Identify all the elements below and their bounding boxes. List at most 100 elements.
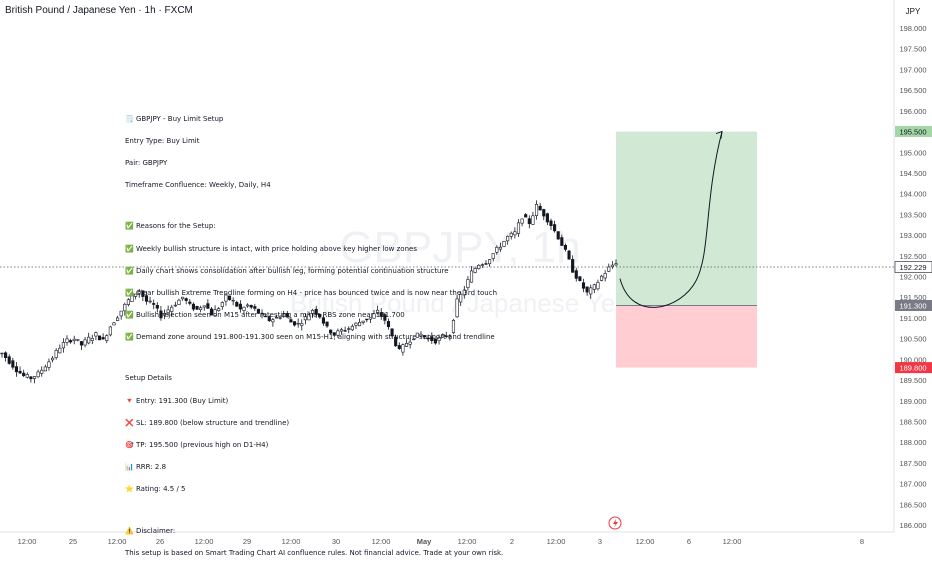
candle — [379, 308, 383, 320]
candle-body — [361, 320, 365, 323]
candle-body — [404, 342, 409, 347]
candle — [542, 208, 546, 221]
candle-body — [563, 245, 567, 250]
y-tick-label: 193.000 — [899, 231, 926, 240]
candle-body — [589, 287, 593, 295]
sl-price-tag-bg — [895, 362, 932, 374]
candle-body — [134, 293, 138, 297]
candle-body — [459, 293, 463, 303]
candle — [462, 285, 466, 299]
candle — [441, 333, 445, 338]
candle — [206, 299, 210, 309]
candle — [614, 259, 618, 267]
y-tick-label: 188.500 — [899, 417, 926, 426]
candle — [437, 334, 441, 345]
tp-price-tag: 195.500 — [895, 126, 932, 138]
candle — [488, 259, 492, 267]
y-tick-label: 188.000 — [899, 438, 926, 447]
candle-body — [444, 335, 448, 337]
candle — [202, 305, 206, 311]
candle — [603, 270, 607, 282]
candle-body — [524, 214, 528, 218]
candle — [137, 288, 141, 298]
candle-body — [144, 295, 149, 302]
candle-body — [390, 328, 394, 337]
y-tick-label: 196.500 — [899, 86, 926, 95]
candle — [448, 334, 452, 341]
candle-body — [488, 259, 492, 265]
candle — [433, 338, 437, 345]
candle — [227, 295, 232, 301]
candle-body — [599, 275, 604, 281]
candle-body — [437, 337, 441, 341]
candle — [292, 321, 297, 327]
price-chart[interactable]: GBPJPY, 1h British Pound / Japanese Yen 18… — [0, 0, 932, 550]
x-tick-label: 3 — [598, 537, 602, 546]
candle — [386, 318, 391, 330]
current-price-tag-bg — [894, 261, 932, 273]
candle-body — [419, 333, 423, 337]
candle — [516, 219, 521, 237]
candle-body — [365, 318, 369, 321]
x-tick-label: 12:00 — [372, 537, 391, 546]
y-tick-label: 191.000 — [899, 314, 926, 323]
candle-body — [246, 304, 250, 307]
candle-body — [76, 339, 80, 341]
candle-body — [141, 290, 145, 297]
entry-price-tag: 191.300 — [895, 299, 932, 311]
candle — [368, 317, 372, 324]
candle-body — [97, 335, 102, 341]
candle-body — [7, 356, 11, 364]
setup-note: 🗒️ GBPJPY - Buy Limit Setup Entry Type: … — [125, 101, 503, 565]
candle — [14, 361, 19, 377]
note-setup-line: 📊 RRR: 2.8 — [125, 463, 167, 472]
x-tick-label: 12:00 — [458, 537, 477, 546]
candle-body — [538, 205, 542, 211]
candle — [592, 283, 596, 294]
candle-body — [65, 338, 69, 343]
candle-body — [303, 316, 307, 321]
candle-body — [441, 334, 445, 338]
candle — [40, 366, 44, 377]
candle — [610, 261, 614, 269]
candle-body — [498, 246, 502, 250]
candle-body — [553, 224, 557, 232]
candle-body — [14, 366, 19, 373]
candle — [578, 275, 582, 282]
candle-body — [329, 329, 333, 334]
x-tick-label: 25 — [69, 537, 77, 546]
candle — [347, 326, 351, 334]
candle — [350, 324, 354, 332]
candle-body — [249, 304, 253, 308]
candle-body — [332, 332, 336, 336]
candle-body — [397, 345, 401, 349]
candle-body — [358, 321, 362, 327]
candle — [607, 263, 611, 273]
candle — [303, 313, 307, 325]
candle — [170, 304, 174, 317]
candle — [509, 231, 513, 240]
candle — [166, 305, 170, 317]
candle-body — [506, 236, 510, 242]
candle — [589, 284, 593, 299]
candle — [43, 364, 47, 372]
candle — [329, 329, 333, 335]
candle — [567, 249, 571, 260]
candle-body — [108, 326, 112, 336]
candle-body — [231, 299, 235, 302]
tp-price-tag-bg — [895, 126, 932, 138]
candle — [87, 332, 91, 345]
y-tick-label: 186.500 — [899, 500, 926, 509]
candle — [394, 334, 398, 348]
candle-body — [610, 264, 614, 268]
candle — [412, 338, 416, 341]
candle-body — [603, 273, 607, 279]
candle-body — [181, 296, 185, 300]
candle — [141, 290, 145, 302]
candle-body — [61, 342, 65, 349]
candle — [560, 234, 564, 246]
candle-body — [256, 308, 260, 314]
candle-body — [516, 222, 521, 234]
note-setup-title: Setup Details — [125, 374, 172, 383]
candle-body — [433, 338, 437, 344]
